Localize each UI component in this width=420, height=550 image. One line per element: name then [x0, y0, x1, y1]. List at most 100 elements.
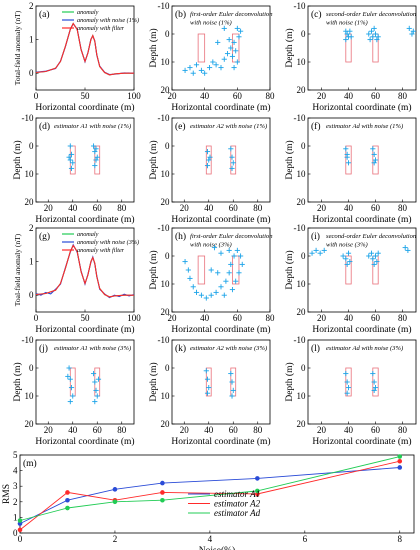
y-axis-label: Depth (m): [12, 362, 23, 401]
solution-point: [368, 28, 375, 34]
x-tick-label: 80: [266, 313, 276, 323]
plot-frame: [35, 117, 135, 203]
solution-point: [207, 154, 213, 160]
panel-label: (f): [311, 121, 321, 132]
series-line: [19, 467, 400, 525]
x-tick-label: 0: [18, 534, 23, 544]
y-tick-label: -10: [158, 223, 170, 233]
y-tick-label: -10: [22, 113, 34, 123]
solution-point: [371, 151, 377, 157]
solution-point: [68, 385, 75, 391]
panel-m: 02468012345Noise(%)RMS(m)estimator A1est…: [2, 450, 415, 550]
solution-point: [344, 151, 350, 157]
solution-point: [213, 289, 219, 295]
series-line: [35, 244, 134, 298]
source-body: [230, 145, 237, 175]
y-tick-label: 10: [297, 169, 307, 179]
series-point: [255, 488, 260, 494]
y-tick-label: 2: [29, 223, 34, 233]
x-axis-label: Horizontal coordinate (m): [35, 214, 134, 225]
solution-point: [221, 292, 227, 298]
solution-point: [226, 247, 232, 253]
y-tick-label: 0: [301, 251, 306, 261]
series-point: [17, 518, 23, 523]
y-tick-label: 10: [161, 169, 171, 179]
x-tick-label: 80: [398, 313, 408, 323]
y-axis-label: Depth (m): [148, 362, 159, 401]
plot-frame: [35, 339, 135, 425]
x-tick-label: 2: [113, 534, 118, 544]
plot-frame: [171, 117, 271, 203]
solution-point: [317, 250, 323, 256]
series-point: [112, 499, 118, 505]
x-axis-label: Horizontal coordinate (m): [35, 102, 134, 113]
solution-point: [70, 393, 76, 399]
panel-title: with noise (3%): [326, 242, 368, 249]
x-tick-label: 20: [317, 313, 327, 323]
panel-label: (c): [311, 9, 322, 20]
y-tick-label: 0: [29, 363, 34, 373]
x-tick-label: 20: [44, 425, 54, 435]
x-tick-label: 100: [127, 313, 141, 323]
y-axis-label: Depth (m): [284, 140, 295, 179]
solution-point: [228, 45, 234, 51]
solution-point: [65, 373, 71, 379]
x-axis-label: Horizontal coordinate (m): [35, 324, 134, 335]
x-tick-label: 40: [204, 203, 214, 213]
solution-point: [233, 278, 239, 284]
solution-point: [193, 62, 200, 68]
x-tick-label: 100: [127, 91, 141, 101]
solution-point: [206, 157, 212, 163]
x-tick-label: 0: [34, 313, 39, 323]
x-tick-label: 20: [317, 91, 327, 101]
solution-point: [230, 160, 236, 166]
solution-point: [370, 371, 376, 377]
solution-point: [203, 295, 209, 301]
solution-point: [402, 245, 408, 251]
solution-point: [321, 247, 327, 253]
x-tick-label: 80: [117, 425, 127, 435]
y-axis-label: Depth (m): [148, 250, 159, 289]
panel-title: with noise (1%): [190, 20, 232, 27]
series-point: [112, 487, 118, 492]
series-point: [160, 490, 165, 495]
y-tick-label: 0: [301, 29, 306, 39]
solution-point: [313, 247, 319, 253]
solution-point: [187, 275, 193, 281]
y-axis-label: RMS: [2, 484, 12, 504]
solution-point: [370, 256, 376, 262]
solution-point: [230, 387, 236, 393]
source-body: [372, 145, 379, 175]
solution-point: [236, 34, 242, 40]
x-tick-label: 80: [398, 91, 408, 101]
y-tick-label: 10: [297, 391, 307, 401]
x-axis-label: Horizontal coordinate (m): [171, 214, 270, 225]
x-tick-label: 40: [200, 91, 210, 101]
x-tick-label: 6: [303, 534, 308, 544]
y-tick-label: 0: [13, 528, 18, 538]
solution-point: [340, 253, 346, 259]
y-tick-label: 20: [297, 197, 307, 207]
y-tick-label: 20: [161, 85, 171, 95]
panel-label: (l): [311, 343, 320, 354]
solution-point: [204, 163, 211, 169]
panel-label: (g): [39, 231, 50, 242]
legend-label: anomaly with noise (1%): [77, 17, 139, 24]
x-tick-label: 20: [317, 203, 327, 213]
legend-label: anomaly with filter: [77, 25, 125, 32]
solution-point: [406, 25, 412, 31]
solution-point: [348, 34, 354, 40]
panel-title: estimator Ad with noise (1%): [326, 123, 403, 130]
y-tick-label: -10: [158, 1, 170, 11]
source-body: [232, 33, 240, 63]
solution-point: [405, 247, 411, 253]
panel-title: estimator A1 with noise (3%): [54, 345, 131, 352]
y-tick-label: 10: [161, 57, 171, 67]
y-tick-label: -10: [22, 335, 34, 345]
legend-label: estimator Ad: [214, 508, 261, 518]
y-tick-label: 20: [297, 307, 307, 317]
y-tick-label: 0: [29, 68, 34, 78]
